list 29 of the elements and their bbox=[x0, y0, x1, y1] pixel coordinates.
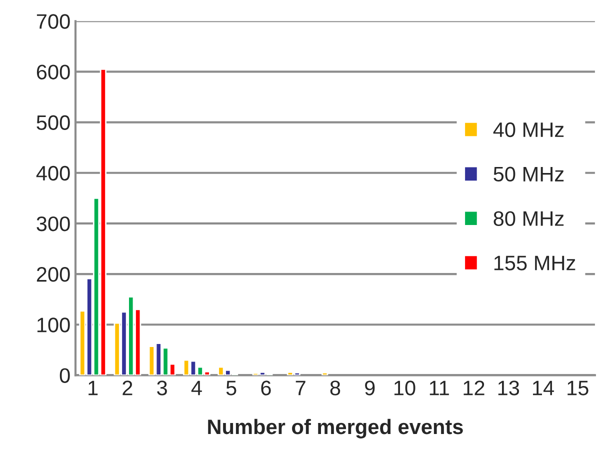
y-tick-label: 200 bbox=[36, 267, 70, 282]
x-tick-label: 12 bbox=[464, 380, 484, 396]
y-tick-label: 0 bbox=[60, 368, 70, 383]
legend-label: 50 MHz bbox=[494, 166, 564, 182]
x-axis-title: Number of merged events bbox=[208, 418, 463, 438]
legend-label: 40 MHz bbox=[493, 122, 564, 138]
x-tick-label: 13 bbox=[498, 380, 520, 396]
x-tick-label: 4 bbox=[191, 380, 202, 396]
x-tick-label: 1 bbox=[88, 380, 98, 396]
bar bbox=[322, 372, 328, 376]
x-tick-label: 10 bbox=[394, 380, 416, 396]
y-tick-label: 500 bbox=[36, 115, 70, 130]
x-tick-label: 15 bbox=[568, 380, 588, 396]
y-tick-label: 400 bbox=[36, 166, 70, 181]
x-tick-label: 5 bbox=[226, 380, 236, 396]
legend-label: 80 MHz bbox=[494, 211, 564, 226]
x-tick-label: 14 bbox=[533, 380, 554, 396]
x-tick-label: 6 bbox=[261, 380, 271, 396]
legend-label: 155 MHz bbox=[494, 256, 576, 270]
x-tick-label: 8 bbox=[330, 380, 340, 396]
x-tick-label: 7 bbox=[296, 380, 306, 396]
y-tick-label: 700 bbox=[36, 14, 70, 29]
x-tick-label: 9 bbox=[365, 380, 375, 396]
y-tick-label: 600 bbox=[36, 64, 70, 80]
x-tick-label: 11 bbox=[430, 380, 449, 396]
y-tick-label: 300 bbox=[36, 216, 70, 232]
y-tick-label: 100 bbox=[37, 318, 70, 332]
x-tick-label: 2 bbox=[122, 380, 132, 396]
x-tick-label: 3 bbox=[157, 380, 167, 396]
